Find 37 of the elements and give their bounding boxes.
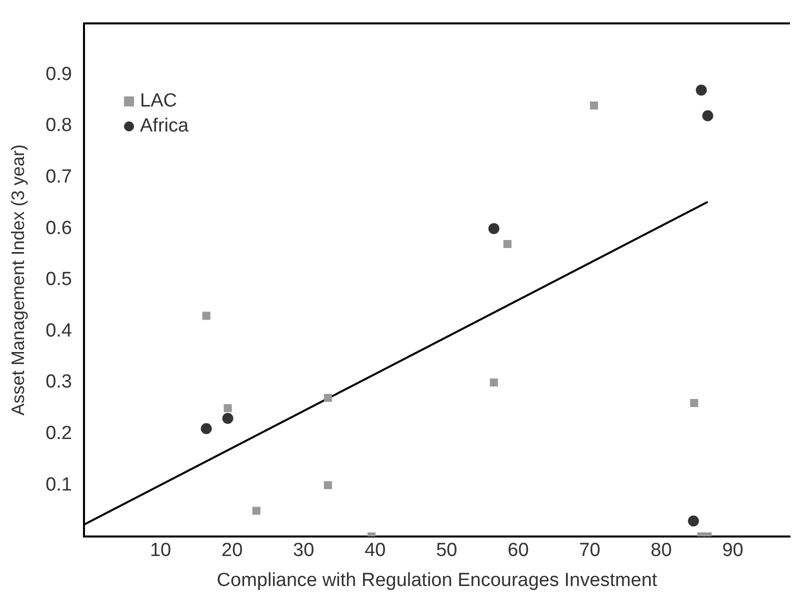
point <box>690 398 698 408</box>
y-tick-label: 0.9 <box>46 64 72 85</box>
point <box>696 84 707 96</box>
x-axis-title: Compliance with Regulation Encourages Investment <box>216 570 658 591</box>
point <box>488 223 500 234</box>
point <box>490 378 498 387</box>
point <box>590 101 598 110</box>
point <box>702 110 714 122</box>
y-tick-label: 0.1 <box>46 474 72 496</box>
point <box>503 240 512 248</box>
y-axis-title: Asset Management Index (3 year) <box>8 144 28 416</box>
point <box>324 394 332 402</box>
x-tick-label: 10 <box>150 540 172 562</box>
point <box>224 404 232 412</box>
x-tick-label: 30 <box>293 540 314 562</box>
y-tick-label: 0.3 <box>46 372 72 393</box>
x-tick-label: 60 <box>508 540 529 562</box>
y-tick-label: 0.4 <box>46 320 72 342</box>
x-tick-label: 70 <box>579 540 600 562</box>
y-tick-label: 0.6 <box>46 218 72 239</box>
legend-label: LAC <box>140 90 177 112</box>
point <box>202 312 210 320</box>
y-tick-label: 0.7 <box>46 166 72 188</box>
point <box>222 412 234 424</box>
y-tick-label: 0.8 <box>46 115 72 136</box>
point <box>324 481 332 490</box>
x-tick-label: 40 <box>364 540 386 562</box>
x-tick-label: 20 <box>222 540 243 562</box>
x-tick-label: 50 <box>436 540 458 562</box>
point <box>252 506 260 515</box>
y-tick-label: 0.2 <box>46 423 72 444</box>
x-tick-label: 80 <box>650 540 672 562</box>
legend-label: Africa <box>140 116 190 137</box>
x-tick-label: 90 <box>722 540 744 562</box>
point <box>688 516 699 527</box>
y-tick-label: 0.5 <box>46 269 72 290</box>
point <box>200 423 212 434</box>
